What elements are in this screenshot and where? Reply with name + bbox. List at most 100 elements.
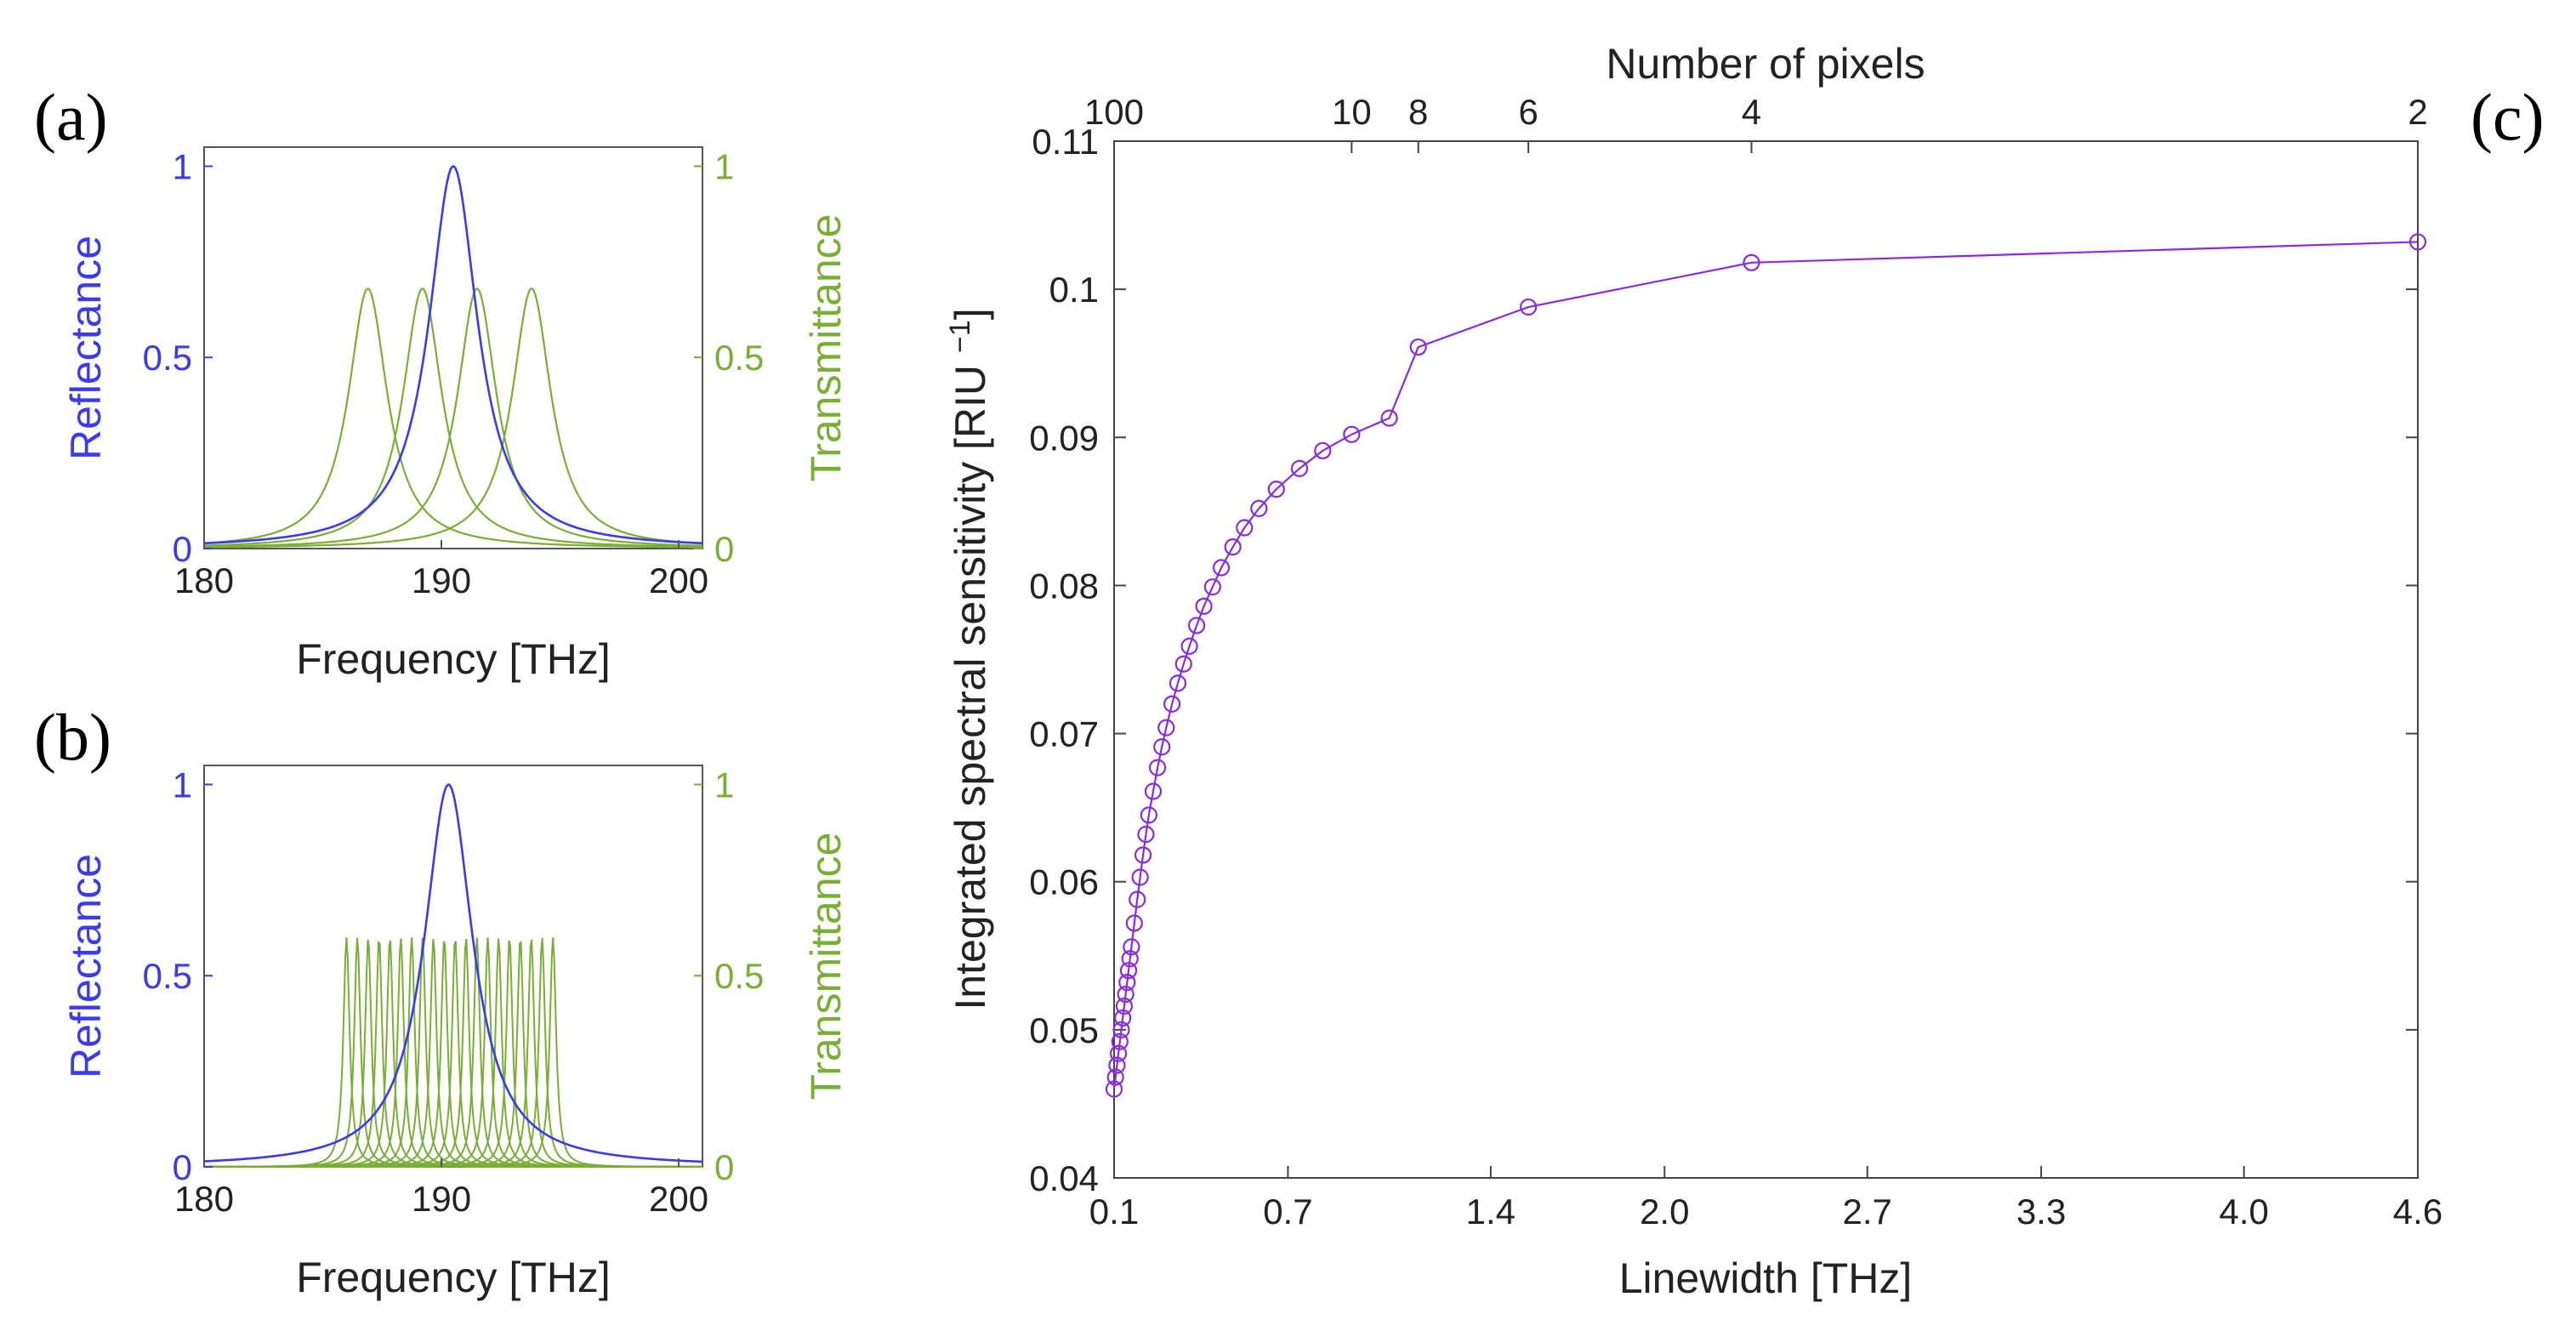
- x-tick-label: 0.7: [1263, 1192, 1312, 1231]
- y-right-tick-label: 0.5: [714, 338, 764, 378]
- y-left-tick-label: 1: [173, 146, 192, 186]
- reflectance-line: [203, 783, 703, 1163]
- transmittance-line: [203, 287, 703, 548]
- data-point-marker: [1140, 806, 1157, 824]
- x-tick-label: 2.7: [1843, 1192, 1892, 1231]
- data-point-marker: [1117, 985, 1134, 1004]
- data-point-marker: [1121, 950, 1139, 968]
- plot-frame-a: [203, 146, 703, 549]
- data-point-marker: [1115, 997, 1134, 1015]
- data-point-marker: [1743, 253, 1760, 271]
- data-point-marker: [1125, 914, 1143, 932]
- data-point-marker: [1108, 1056, 1126, 1074]
- y-axis-title-right-b: Transmittance: [802, 833, 850, 1101]
- y-axis-left-b: 00.51: [143, 765, 213, 1187]
- transmittance-line: [203, 287, 703, 549]
- y-axis-title-c: Integrated spectral sensitivity [RIU −1]: [944, 308, 994, 1010]
- top-axis-c: 100 10 8 6 4 2: [1084, 92, 2428, 153]
- y-right-tick-label: 1: [714, 146, 734, 186]
- data-point-marker: [1134, 846, 1152, 864]
- y-left-tick-label: 0: [173, 529, 192, 569]
- data-point-marker: [1250, 499, 1268, 517]
- top-tick-label: 4: [1742, 92, 1761, 132]
- data-point-marker: [1343, 425, 1361, 443]
- x-tick-label: 180: [174, 560, 234, 600]
- data-point-marker: [1236, 519, 1254, 537]
- x-axis-title-a: Frequency [THz]: [296, 635, 611, 683]
- y-axis-title-left-b: Reflectance: [62, 854, 110, 1078]
- x-tick-label: 190: [412, 1179, 471, 1219]
- y-tick-label: 0.05: [1029, 1010, 1099, 1050]
- top-tick-label: 100: [1084, 92, 1144, 132]
- y-left-tick-label: 0.5: [143, 338, 192, 378]
- data-point-marker: [1114, 1009, 1132, 1027]
- x-axis-a: 180 190 200: [174, 540, 708, 600]
- x-axis-c: 0.1 0.7 1.4 2.0 2.7 3.3 4.0 4.6: [1089, 1166, 2442, 1231]
- y-axis-title-right-a: Transmittance: [802, 214, 850, 482]
- data-point-marker: [1224, 538, 1242, 556]
- y-tick-label: 0.08: [1029, 566, 1099, 606]
- y-tick-label: 0.11: [1032, 122, 1099, 162]
- chart-panel-c: 0.1 0.7 1.4 2.0 2.7 3.3 4.0 4.6 0.040.050.060.0…: [944, 40, 2442, 1302]
- data-point-marker: [1174, 655, 1192, 673]
- chart-panel-a: 180 190 200 00.51 00.51 Frequency [THz] Re…: [62, 146, 850, 683]
- data-point-marker: [1119, 962, 1138, 980]
- data-point-marker: [1105, 1080, 1123, 1098]
- data-point-marker: [1520, 298, 1538, 316]
- sensitivity-line: [1112, 241, 2419, 1089]
- data-point-marker: [1169, 674, 1187, 692]
- y-right-tick-label: 0: [714, 1147, 734, 1187]
- data-point-marker: [2408, 233, 2427, 251]
- series-group-c: [1105, 233, 2427, 1098]
- x-tick-label: 3.3: [2016, 1192, 2066, 1231]
- y-tick-label: 0.04: [1029, 1158, 1099, 1198]
- y-tick-label: 0.09: [1029, 418, 1099, 458]
- series-group-b: [203, 783, 703, 1168]
- y-right-tick-label: 0.5: [714, 956, 764, 996]
- y-left-tick-label: 0.5: [143, 956, 192, 996]
- plot-frame-c: [1113, 140, 2419, 1179]
- data-point-marker: [1144, 782, 1163, 800]
- y-tick-label: 0.07: [1029, 714, 1099, 754]
- data-point-marker: [1106, 1068, 1124, 1086]
- y-left-tick-label: 1: [173, 765, 192, 805]
- top-tick-label: 8: [1408, 92, 1428, 132]
- data-point-marker: [1137, 825, 1155, 844]
- x-axis-b: 180 190 200: [174, 1158, 708, 1219]
- y-axis-title-close: ]: [947, 308, 994, 320]
- y-tick-label: 0.1: [1049, 270, 1099, 310]
- data-point-marker: [1123, 938, 1140, 956]
- data-point-marker: [1110, 1044, 1128, 1062]
- top-tick-label: 10: [1332, 92, 1372, 132]
- data-point-marker: [1148, 759, 1167, 776]
- data-point-marker: [1195, 597, 1213, 615]
- data-point-marker: [1409, 338, 1427, 356]
- data-point-marker: [1380, 409, 1398, 427]
- x-tick-label: 1.4: [1466, 1192, 1515, 1231]
- x-tick-label: 190: [412, 560, 471, 600]
- data-point-marker: [1131, 868, 1149, 886]
- x-tick-label: 200: [649, 560, 708, 600]
- chart-panel-b: 180 190 200 00.51 00.51 Frequency [THz] Re…: [62, 765, 850, 1301]
- x-tick-label: 180: [174, 1179, 234, 1219]
- data-point-marker: [1112, 1021, 1130, 1038]
- data-point-marker: [1290, 459, 1309, 477]
- data-point-marker: [1153, 738, 1171, 756]
- x-axis-title-c: Linewidth [THz]: [1619, 1254, 1913, 1302]
- x-tick-label: 4.0: [2219, 1192, 2268, 1231]
- x-tick-label: 200: [649, 1179, 708, 1219]
- data-point-marker: [1267, 481, 1285, 498]
- data-point-marker: [1314, 441, 1332, 460]
- reflectance-line: [203, 165, 703, 545]
- y-left-tick-label: 0: [173, 1147, 192, 1187]
- y-axis-title-main: Integrated spectral sensitivity [RIU: [947, 353, 994, 1010]
- y-tick-label: 0.06: [1029, 862, 1099, 902]
- panel-label-a: (a): [34, 80, 108, 154]
- transmittance-comb-line: [204, 937, 703, 1168]
- transmittance-line: [203, 287, 703, 549]
- data-point-marker: [1118, 974, 1136, 992]
- panel-label-c: (c): [2471, 80, 2545, 154]
- top-tick-label: 6: [1518, 92, 1538, 132]
- data-point-marker: [1180, 637, 1198, 655]
